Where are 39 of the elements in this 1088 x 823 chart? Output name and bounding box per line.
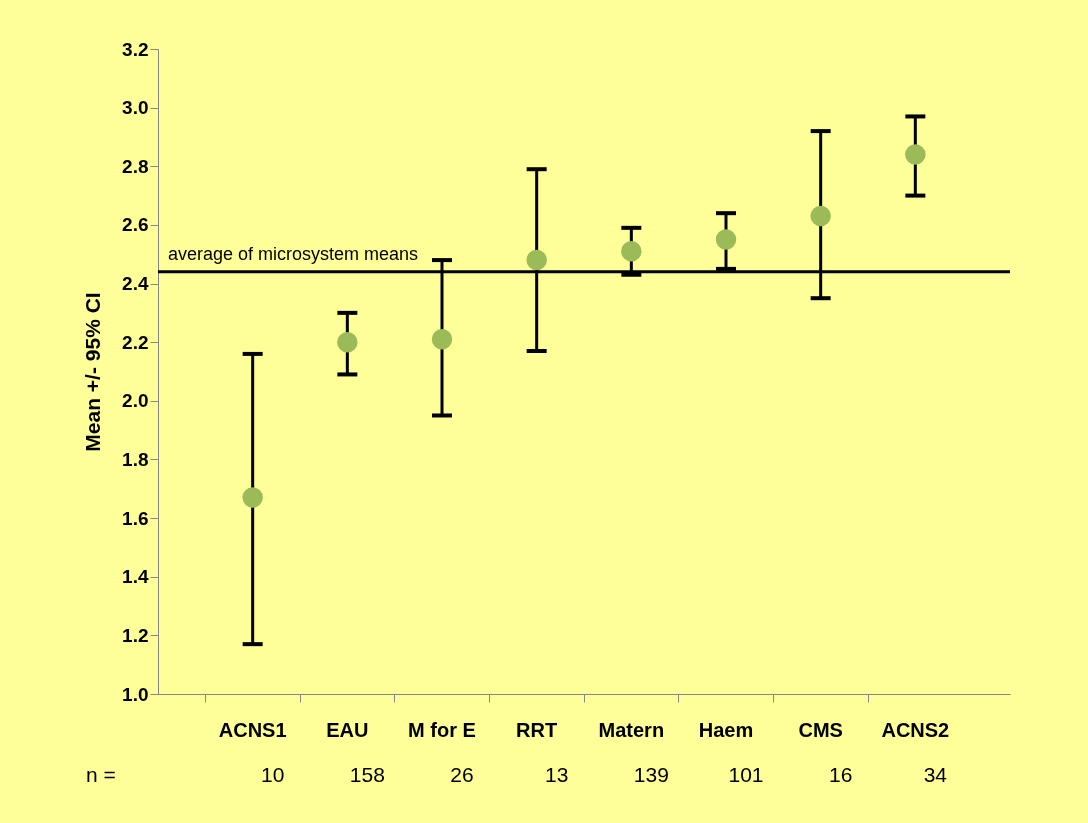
point xyxy=(621,241,642,262)
point xyxy=(242,487,263,508)
point xyxy=(715,229,737,250)
text: 101 xyxy=(728,763,764,786)
point xyxy=(810,205,831,227)
point xyxy=(337,331,358,353)
text: 34 xyxy=(923,763,948,786)
x-tick-label: ACNS1 xyxy=(218,718,287,741)
text: 26 xyxy=(450,763,474,786)
x-tick-label: Matern xyxy=(598,718,665,741)
x-tick-label: ACNS2 xyxy=(881,718,950,741)
y-tick-label: 1.8 xyxy=(122,448,149,470)
y-tick-label: 1.0 xyxy=(122,683,149,705)
text: 139 xyxy=(633,763,669,786)
ref-line-label: average of microsystem means xyxy=(168,243,419,264)
y-tick-label: 2.6 xyxy=(122,214,149,236)
y-tick-label: 2.8 xyxy=(122,155,149,177)
text: 13 xyxy=(544,763,569,786)
y-tick-label: 2.0 xyxy=(122,390,149,412)
x-tick-label: EAU xyxy=(326,718,369,741)
y-tick-label: 1.6 xyxy=(122,507,149,529)
y-tick-label: 1.2 xyxy=(122,624,149,646)
text: 16 xyxy=(828,763,853,786)
text: n = xyxy=(86,763,116,786)
y-tick-label: 1.4 xyxy=(122,566,149,588)
x-tick-label: RRT xyxy=(516,718,558,741)
point xyxy=(526,249,547,271)
text: 158 xyxy=(349,763,385,786)
y-tick-label: 2.4 xyxy=(122,273,149,295)
y-tick-label: 3.2 xyxy=(122,38,149,60)
y-axis-title: Mean +/- 95% CI xyxy=(81,292,105,452)
x-tick-label: CMS xyxy=(798,718,843,741)
y-tick-label: 2.2 xyxy=(122,331,149,353)
point xyxy=(905,144,926,165)
y-tick-label: 3.0 xyxy=(122,97,149,119)
x-tick-label: Haem xyxy=(698,718,754,741)
point xyxy=(431,329,453,350)
x-tick-label: M for E xyxy=(408,718,476,741)
text: 10 xyxy=(260,763,285,786)
